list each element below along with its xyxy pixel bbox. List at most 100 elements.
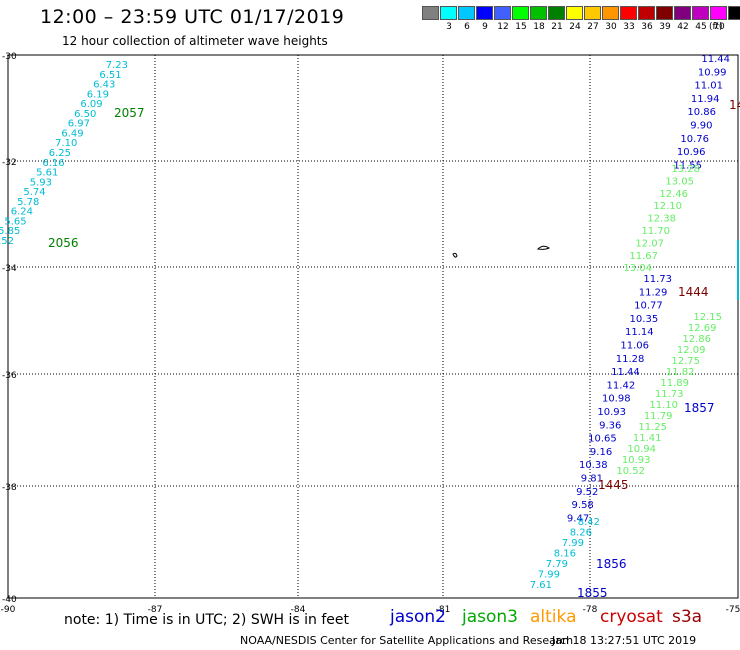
wave-height-label: 10.65 xyxy=(588,434,617,445)
wave-height-label: 11.55 xyxy=(673,160,702,171)
colorbar-unit: (ft) xyxy=(709,22,723,32)
legend-altika: altika xyxy=(530,607,577,627)
wave-height-label: 12.75 xyxy=(671,356,700,367)
colorbar-swatch xyxy=(584,6,601,20)
colorbar-label: 45 xyxy=(695,22,707,32)
wave-height-label: 11.01 xyxy=(694,81,723,92)
colorbar-label: 42 xyxy=(677,22,689,32)
colorbar-label: 39 xyxy=(659,22,671,32)
wave-height-label: 5.93 xyxy=(30,177,52,188)
wave-height-label: 10.93 xyxy=(622,455,651,466)
wave-height-label: 6.97 xyxy=(68,119,90,130)
wave-height-label: 7.99 xyxy=(562,538,584,549)
longitude-label: -90 xyxy=(1,605,16,615)
wave-height-label: 12.38 xyxy=(647,214,676,225)
colorbar-label: 70 xyxy=(713,22,725,32)
wave-height-label: 10.76 xyxy=(680,134,709,145)
wave-height-label: 10.77 xyxy=(634,301,663,312)
wave-height-label: 10.86 xyxy=(687,107,716,118)
wave-height-label: 6.25 xyxy=(49,148,71,159)
island-outline xyxy=(536,245,550,250)
page-subtitle: 12 hour collection of altimeter wave hei… xyxy=(62,34,328,48)
colorbar-label: 12 xyxy=(497,22,509,32)
colorbar-label: 27 xyxy=(587,22,599,32)
longitude-label: -78 xyxy=(583,605,598,615)
pass-time-label: 1855 xyxy=(577,586,608,600)
wave-height-label: 12.69 xyxy=(688,323,717,334)
wave-height-label: 5.74 xyxy=(23,187,45,198)
colorbar-swatch xyxy=(440,6,457,20)
legend-s3a: s3a xyxy=(672,607,703,627)
wave-height-label: 11.41 xyxy=(633,433,662,444)
map-frame xyxy=(7,54,739,599)
colorbar-label: 15 xyxy=(515,22,527,32)
colorbar-swatch xyxy=(728,6,740,20)
wave-height-label: 9.58 xyxy=(572,500,594,511)
wave-height-label: 11.06 xyxy=(620,341,649,352)
longitude-label: -84 xyxy=(291,605,306,615)
legend-jason2: jason2 xyxy=(390,607,446,627)
footer-note: note: 1) Time is in UTC; 2) SWH is in fe… xyxy=(64,612,350,628)
colorbar-swatch xyxy=(620,6,637,20)
colorbar-swatch xyxy=(548,6,565,20)
latitude-label: -36 xyxy=(2,371,17,381)
wave-height-label: 6.09 xyxy=(80,99,102,110)
legend-jason3: jason3 xyxy=(462,607,518,627)
pass-time-label: 1856 xyxy=(596,557,627,571)
generation-timestamp: Jan 18 13:27:51 UTC 2019 xyxy=(552,634,697,647)
colorbar-swatch xyxy=(674,6,691,20)
wave-height-label: 6.49 xyxy=(61,128,83,139)
wave-height-label: 9.16 xyxy=(590,447,612,458)
pass-time-label: 2057 xyxy=(114,106,145,120)
wave-height-label: 10.96 xyxy=(677,147,706,158)
wave-height-label: 6.19 xyxy=(87,89,109,100)
island-outline xyxy=(452,252,458,258)
colorbar-swatch xyxy=(512,6,529,20)
wave-height-label: 8.42 xyxy=(578,517,600,528)
longitude-label: -75 xyxy=(726,605,740,615)
colorbar-swatch xyxy=(692,6,709,20)
colorbar-label: 9 xyxy=(482,22,488,32)
wave-height-label: 7.99 xyxy=(538,570,560,581)
wave-height-label: 12.86 xyxy=(682,334,711,345)
wave-height-label: 11.44 xyxy=(611,367,640,378)
wave-height-label: 11.42 xyxy=(607,380,636,391)
wave-height-label: 5.52 xyxy=(0,236,14,247)
colorbar-swatch xyxy=(710,6,727,20)
wave-height-label: 11.67 xyxy=(629,251,658,262)
wave-height-label: 9.52 xyxy=(576,487,598,498)
wave-height-label: 5.65 xyxy=(4,216,26,227)
wave-height-label: 11.73 xyxy=(643,274,672,285)
wave-height-label: 10.98 xyxy=(602,394,631,405)
wave-height-label: 11.25 xyxy=(638,422,667,433)
pass-time-label: 1444 xyxy=(678,285,709,299)
colorbar-swatch xyxy=(530,6,547,20)
page-title: 12:00 – 23:59 UTC 01/17/2019 xyxy=(40,6,345,28)
wave-height-label: 9.81 xyxy=(581,474,603,485)
colorbar-label: 36 xyxy=(641,22,653,32)
credit-line: NOAA/NESDIS Center for Satellite Applica… xyxy=(240,634,574,647)
wave-height-label: 10.94 xyxy=(627,444,656,455)
latitude-label: -32 xyxy=(2,158,17,168)
pass-time-label: 14 xyxy=(729,98,740,112)
wave-height-label: 11.79 xyxy=(644,411,673,422)
colorbar-label: 24 xyxy=(569,22,581,32)
wave-height-label: 13.28 xyxy=(671,164,700,175)
wave-height-label: 9.47 xyxy=(567,513,589,524)
colorbar-swatch xyxy=(458,6,475,20)
colorbar-swatch xyxy=(656,6,673,20)
wave-height-label: 6.51 xyxy=(99,70,121,81)
wave-height-label: 13.04 xyxy=(623,263,652,274)
pass-time-label: 1445 xyxy=(598,478,629,492)
colorbar-labels: 3 6 9 12 15 18 21 24 27 30 33 36 39 42 45 70 xyxy=(422,22,740,32)
wave-height-label: 12.15 xyxy=(693,312,722,323)
colorbar-swatch xyxy=(602,6,619,20)
wave-height-label: 10.38 xyxy=(579,460,608,471)
wave-height-label: 7.10 xyxy=(55,138,77,149)
wave-height-label: 11.14 xyxy=(625,327,654,338)
wave-height-label: 12.46 xyxy=(659,189,688,200)
longitude-label: -81 xyxy=(436,605,451,615)
wave-height-label: 5.61 xyxy=(36,168,58,179)
latitude-label: -34 xyxy=(2,264,17,274)
pass-time-label: 1857 xyxy=(684,401,715,415)
